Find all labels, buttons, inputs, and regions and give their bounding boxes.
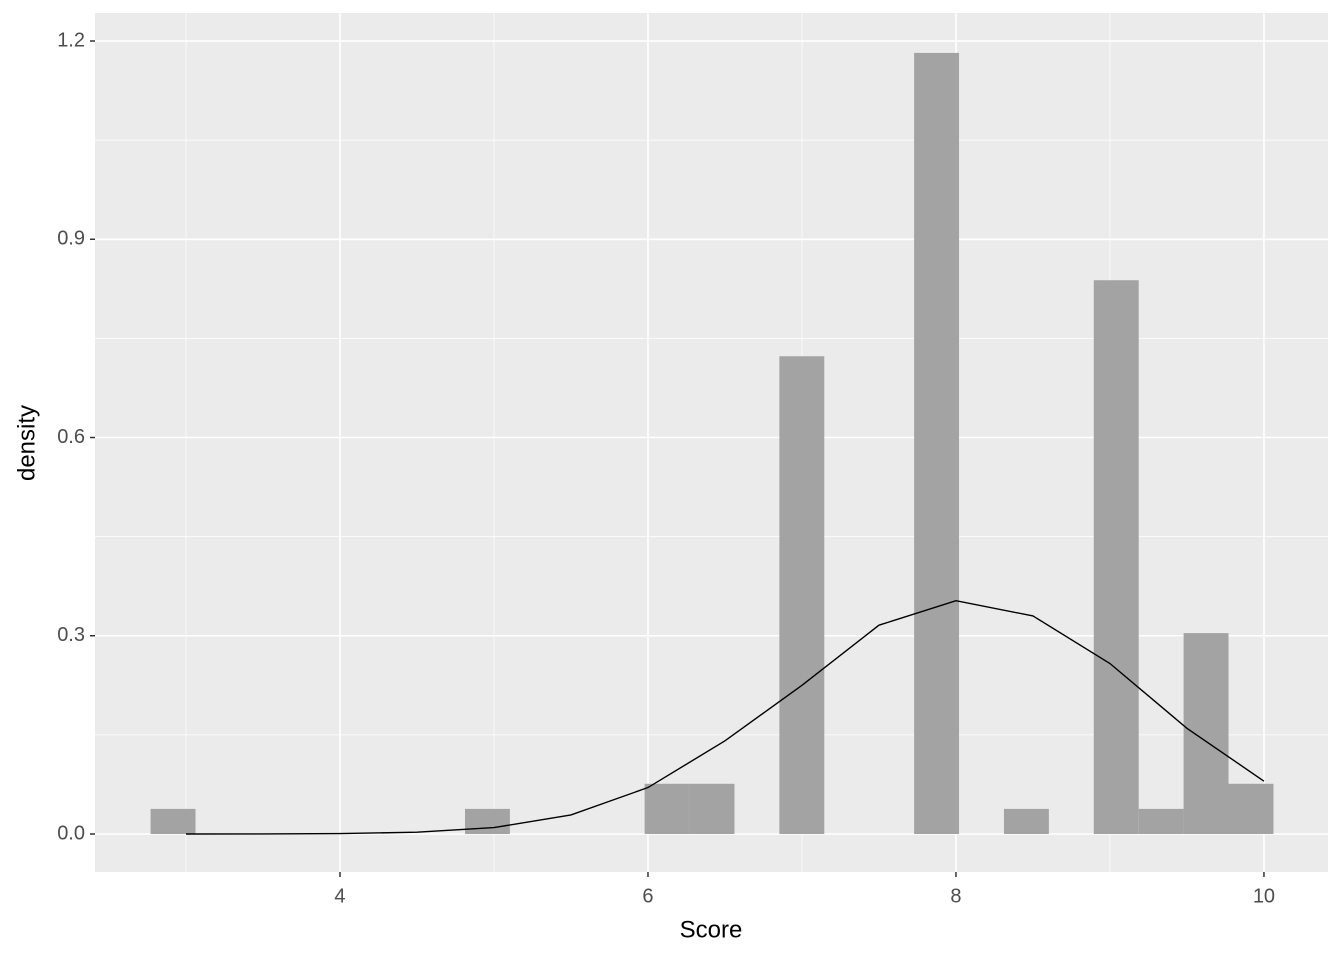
bar <box>1183 633 1229 835</box>
x-tick-label: 4 <box>334 885 345 907</box>
x-tick-label: 8 <box>950 885 961 907</box>
x-tick-label: 10 <box>1253 885 1275 907</box>
bar <box>914 52 960 835</box>
bar <box>644 783 690 835</box>
bar <box>1138 808 1184 835</box>
bar <box>464 808 510 835</box>
x-tick-label: 6 <box>642 885 653 907</box>
bar <box>689 783 735 835</box>
x-axis-title: Score <box>680 916 743 943</box>
y-tick-label: 1.2 <box>57 29 85 51</box>
plot-panel <box>95 13 1328 872</box>
y-tick-label: 0.6 <box>57 426 85 448</box>
bar <box>1093 280 1139 835</box>
bar <box>779 356 825 835</box>
y-axis-title: density <box>13 405 40 481</box>
bar <box>150 808 196 835</box>
y-tick-label: 0.0 <box>57 822 85 844</box>
bar <box>1228 783 1274 835</box>
bar <box>1003 808 1049 835</box>
y-tick-label: 0.3 <box>57 624 85 646</box>
y-tick-label: 0.9 <box>57 228 85 250</box>
density-line <box>186 600 1265 835</box>
